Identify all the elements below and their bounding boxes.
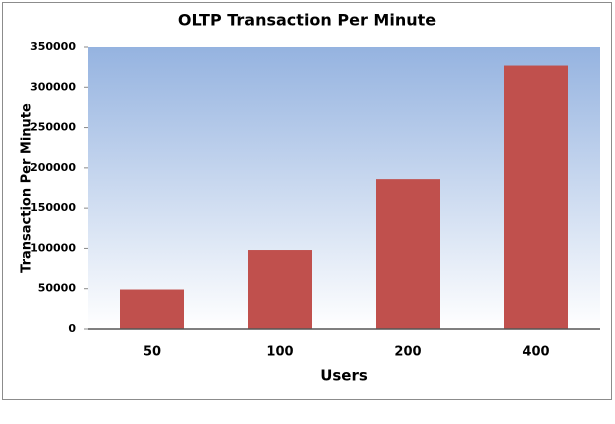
x-tick-label: 50 xyxy=(143,345,161,360)
bar xyxy=(120,289,184,329)
x-axis-label: Users xyxy=(320,367,368,385)
y-axis-label: Transaction Per Minute xyxy=(20,103,35,273)
y-tick-label: 0 xyxy=(68,322,76,335)
x-tick-label: 200 xyxy=(394,345,421,360)
bar xyxy=(504,65,568,329)
y-tick-label: 150000 xyxy=(30,201,76,214)
y-tick-label: 50000 xyxy=(38,282,77,295)
x-tick-label: 400 xyxy=(522,345,549,360)
y-tick-label: 350000 xyxy=(30,40,76,53)
y-tick-label: 100000 xyxy=(30,241,76,254)
bar xyxy=(376,179,440,329)
y-tick-label: 250000 xyxy=(30,121,76,134)
chart-title: OLTP Transaction Per Minute xyxy=(178,11,436,30)
y-tick-label: 300000 xyxy=(30,80,76,93)
x-tick-label: 100 xyxy=(266,345,293,360)
bar xyxy=(248,250,312,329)
y-tick-label: 200000 xyxy=(30,161,76,174)
